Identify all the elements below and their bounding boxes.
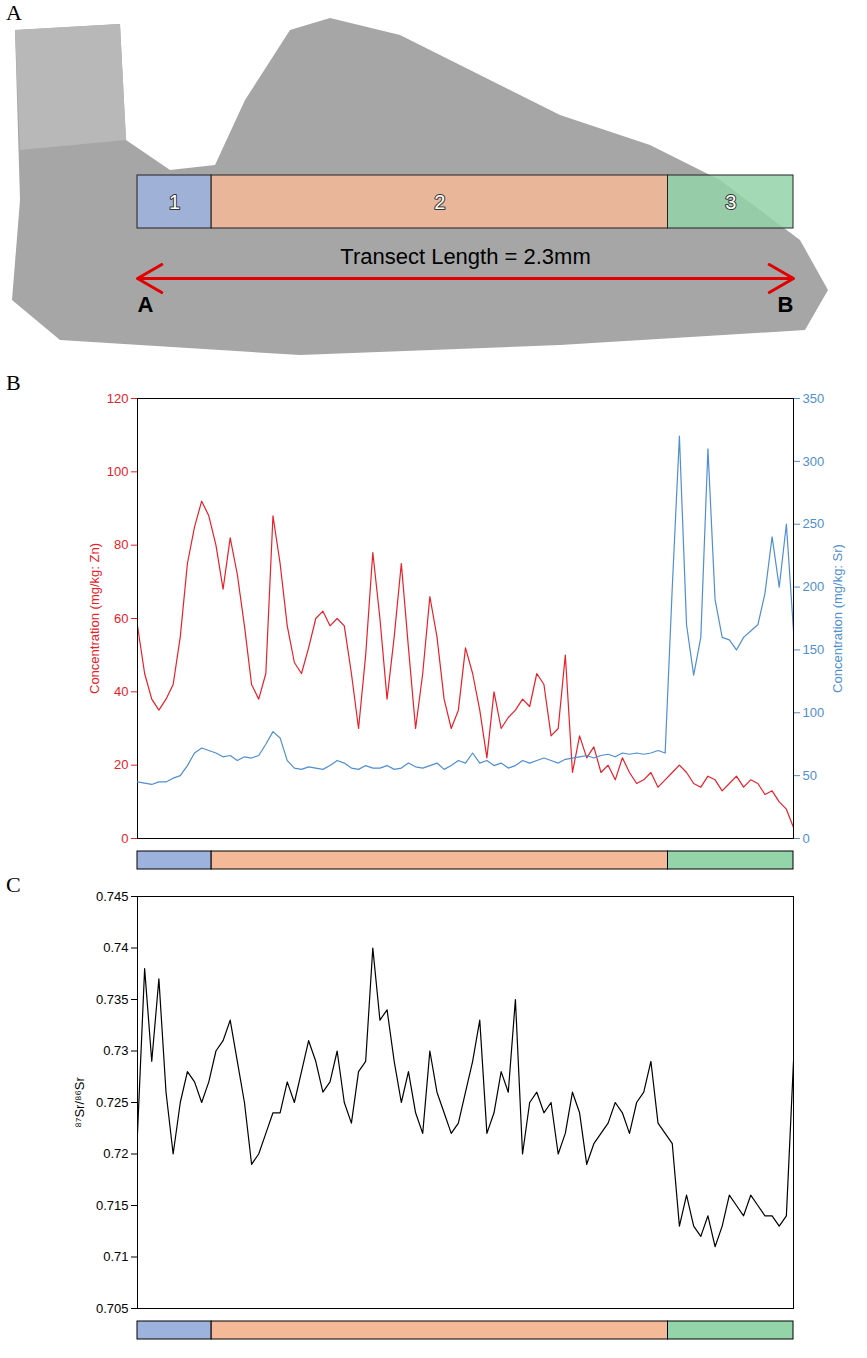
html-text:A: A bbox=[6, 0, 22, 25]
svg-text:0.71: 0.71 bbox=[103, 1249, 128, 1264]
svg-text:0.72: 0.72 bbox=[103, 1146, 128, 1161]
svg-text:0.725: 0.725 bbox=[96, 1095, 129, 1110]
svg-text:A: A bbox=[138, 292, 154, 317]
svg-text:80: 80 bbox=[114, 537, 128, 552]
svg-text:⁸⁷Sr/⁸⁶Sr: ⁸⁷Sr/⁸⁶Sr bbox=[72, 1077, 87, 1128]
svg-text:120: 120 bbox=[107, 391, 129, 406]
svg-text:100: 100 bbox=[803, 705, 825, 720]
svg-text:350: 350 bbox=[803, 391, 825, 406]
svg-text:0.745: 0.745 bbox=[96, 889, 129, 904]
svg-text:Concentration (mg/kg: Sr): Concentration (mg/kg: Sr) bbox=[830, 544, 845, 693]
svg-text:B: B bbox=[778, 292, 794, 317]
html-text:C: C bbox=[6, 872, 21, 897]
svg-text:250: 250 bbox=[803, 516, 825, 531]
svg-text:40: 40 bbox=[114, 684, 128, 699]
svg-text:0: 0 bbox=[803, 831, 810, 846]
svg-text:50: 50 bbox=[803, 768, 817, 783]
svg-text:1: 1 bbox=[169, 191, 180, 213]
svg-text:3: 3 bbox=[725, 191, 736, 213]
svg-text:20: 20 bbox=[114, 757, 128, 772]
svg-text:60: 60 bbox=[114, 611, 128, 626]
svg-text:0.74: 0.74 bbox=[103, 940, 128, 955]
svg-text:0.73: 0.73 bbox=[103, 1043, 128, 1058]
svg-text:0: 0 bbox=[121, 831, 128, 846]
svg-text:0.705: 0.705 bbox=[96, 1301, 129, 1316]
svg-text:0.715: 0.715 bbox=[96, 1198, 129, 1213]
svg-text:200: 200 bbox=[803, 579, 825, 594]
svg-text:300: 300 bbox=[803, 454, 825, 469]
svg-text:Concentration (mg/kg: Zn): Concentration (mg/kg: Zn) bbox=[87, 543, 102, 694]
svg-text:150: 150 bbox=[803, 642, 825, 657]
svg-text:0.735: 0.735 bbox=[96, 992, 129, 1007]
svg-text:2: 2 bbox=[434, 191, 445, 213]
svg-text:Transect Length = 2.3mm: Transect Length = 2.3mm bbox=[340, 244, 590, 269]
svg-text:100: 100 bbox=[107, 464, 129, 479]
html-text:B: B bbox=[6, 370, 21, 395]
